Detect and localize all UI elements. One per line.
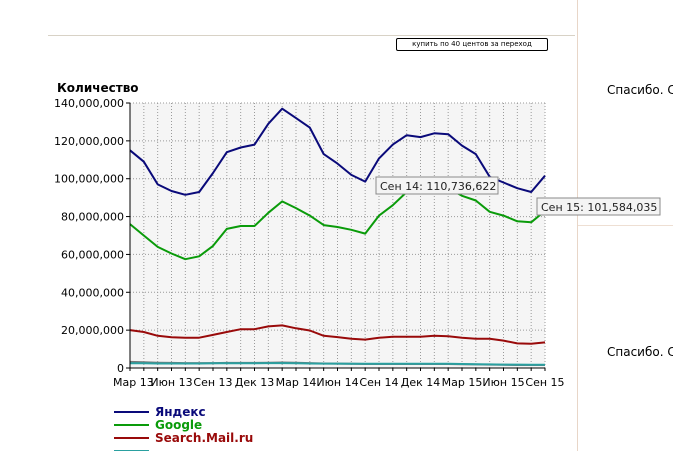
tooltip-box bbox=[375, 176, 499, 195]
x-tick-label: Сен 13 bbox=[193, 376, 232, 389]
top-divider bbox=[48, 35, 575, 36]
x-tick-label: Мар 15 bbox=[442, 376, 483, 389]
thanks-text-1: Спасибо. С bbox=[607, 83, 673, 97]
y-axis-label: Количество bbox=[57, 81, 139, 95]
x-tick-label: Мар 14 bbox=[276, 376, 317, 389]
series-line-3 bbox=[130, 362, 545, 366]
tooltip-text: Сен 15: 101,584,035 bbox=[541, 201, 657, 214]
x-tick-label: Дек 14 bbox=[401, 376, 441, 389]
thanks-text-2: Спасибо. С bbox=[607, 345, 673, 359]
series-layer bbox=[129, 107, 546, 366]
legend-label: Яндекс bbox=[155, 405, 206, 419]
y-tick-label: 120,000,000 bbox=[54, 135, 124, 148]
series-line-0 bbox=[129, 107, 546, 196]
legend-label: Search.Mail.ru bbox=[155, 431, 253, 445]
y-tick-label: 20,000,000 bbox=[61, 324, 124, 337]
y-tick-label: 140,000,000 bbox=[54, 97, 124, 110]
axes: 0 20,000,000 40,000,000 60,000,000 80,000,00… bbox=[54, 97, 565, 389]
x-tick-label: Сен 15 bbox=[525, 376, 564, 389]
right-panel-divider bbox=[578, 225, 673, 226]
y-tick-label: 60,000,000 bbox=[61, 248, 124, 261]
y-tick-label: 40,000,000 bbox=[61, 286, 124, 299]
tooltips: Сен 14: 110,736,622 Сен 15: 101,584,035 bbox=[375, 176, 661, 216]
right-panel: Спасибо. С Спасибо. С bbox=[577, 0, 673, 451]
series-line-1 bbox=[129, 184, 546, 261]
x-tick-label: Мар 13 bbox=[113, 376, 154, 389]
x-tick-label: Дек 13 bbox=[235, 376, 275, 389]
y-tick-label: 0 bbox=[117, 362, 124, 375]
x-tick-label: Июн 14 bbox=[316, 376, 358, 389]
tooltip-box bbox=[536, 197, 661, 216]
x-tick-label: Сен 14 bbox=[359, 376, 398, 389]
buy-clicks-button[interactable]: купить по 40 центов за переход bbox=[396, 38, 548, 51]
y-tick-label: 100,000,000 bbox=[54, 173, 124, 186]
grid-lines bbox=[130, 102, 546, 368]
y-tick-label: 80,000,000 bbox=[61, 211, 124, 224]
legend-label: Google bbox=[155, 418, 202, 432]
x-tick-label: Июн 15 bbox=[482, 376, 524, 389]
x-tick-label: Июн 13 bbox=[150, 376, 192, 389]
tooltip-text: Сен 14: 110,736,622 bbox=[380, 180, 496, 193]
series-line-2 bbox=[129, 324, 546, 345]
